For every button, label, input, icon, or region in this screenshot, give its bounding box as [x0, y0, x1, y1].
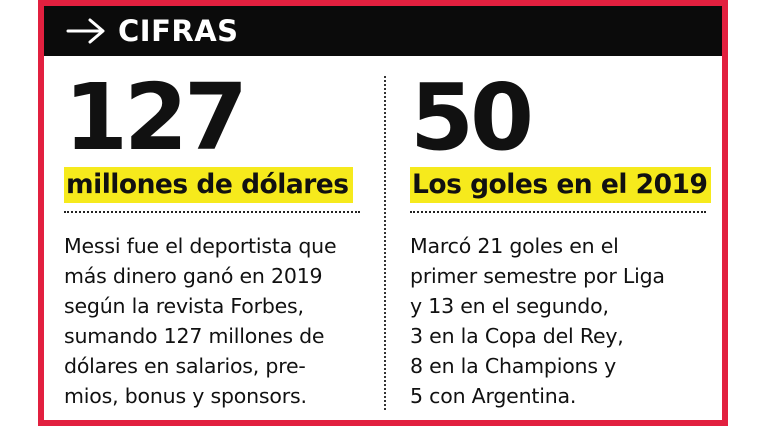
header-bar: CIFRAS — [44, 6, 722, 56]
stat-description-goals: Marcó 21 goles en el primer semestre por… — [410, 234, 665, 408]
dotted-separator — [64, 211, 360, 213]
infographic-frame: CIFRAS 127 millones de dólares Messi fue… — [38, 0, 728, 426]
stat-column-money: 127 millones de dólares Messi fue el dep… — [64, 72, 364, 411]
dotted-separator — [410, 211, 706, 213]
stat-description-money: Messi fue el deportista que más dinero g… — [64, 234, 337, 408]
stat-highlight-goals: Los goles en el 2019 — [410, 167, 712, 203]
stat-number-goals: 50 — [410, 64, 534, 171]
column-divider — [384, 76, 386, 410]
header-title: CIFRAS — [118, 14, 239, 48]
arrow-right-icon — [66, 18, 105, 44]
stat-column-goals: 50 Los goles en el 2019 Marcó 21 goles e… — [410, 64, 712, 411]
stat-highlight-money: millones de dólares — [64, 167, 353, 203]
stat-number-money: 127 — [64, 64, 248, 171]
